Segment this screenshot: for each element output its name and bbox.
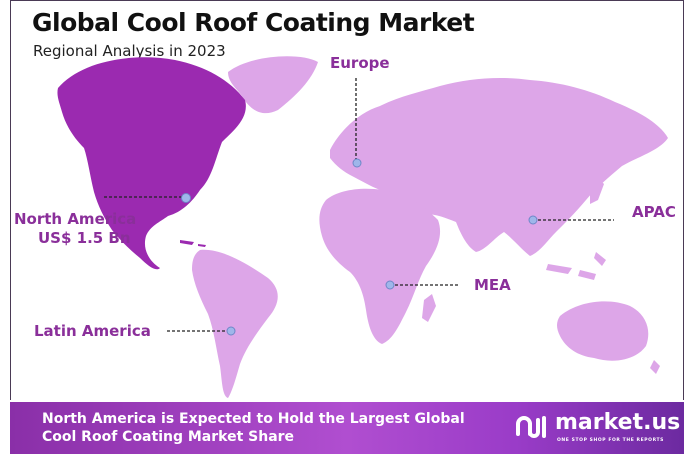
brand-name: market.us xyxy=(555,410,681,435)
page-subtitle: Regional Analysis in 2023 xyxy=(33,42,226,60)
marker-north-america xyxy=(181,193,191,203)
label-north-america: North America xyxy=(14,210,137,228)
footer-banner: North America is Expected to Hold the La… xyxy=(10,402,684,454)
footer-headline-line1: North America is Expected to Hold the La… xyxy=(42,411,465,427)
label-north-america-value: US$ 1.5 Bn xyxy=(38,229,131,247)
region-eurasia xyxy=(330,78,668,256)
label-europe: Europe xyxy=(330,54,390,72)
footer-headline-line2: Cool Roof Coating Market Share xyxy=(42,429,295,445)
marker-latin-america xyxy=(226,326,236,336)
region-north-america xyxy=(57,57,246,270)
region-greenland xyxy=(228,56,318,114)
label-apac: APAC xyxy=(632,203,676,221)
region-africa xyxy=(319,188,441,344)
world-map xyxy=(57,56,668,398)
footer-headline: North America is Expected to Hold the La… xyxy=(42,410,465,446)
region-latin-america xyxy=(192,249,278,398)
marker-europe xyxy=(352,158,362,168)
region-australia xyxy=(557,301,649,361)
marker-mea xyxy=(385,280,395,290)
label-latin-america: Latin America xyxy=(34,322,151,340)
marker-apac xyxy=(528,215,538,225)
marketus-logo-icon xyxy=(516,416,546,438)
label-mea: MEA xyxy=(474,276,511,294)
page-title: Global Cool Roof Coating Market xyxy=(32,8,475,37)
brand-tagline: ONE STOP SHOP FOR THE REPORTS xyxy=(557,438,664,443)
